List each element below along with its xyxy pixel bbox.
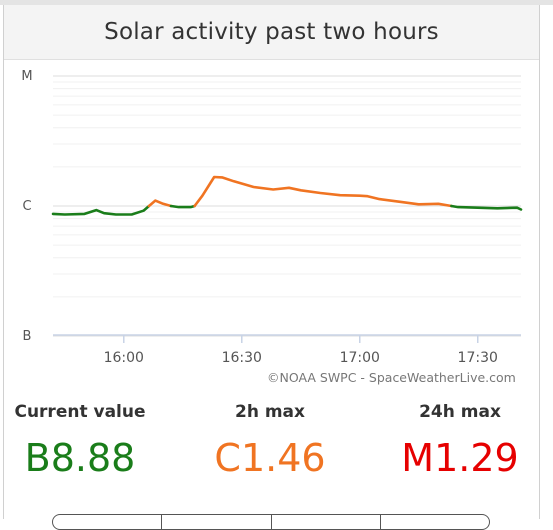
y-tick-label: B	[23, 329, 32, 344]
flux-line-segment	[51, 204, 151, 216]
chart-grid	[53, 75, 521, 337]
x-tick-label: 17:30	[458, 350, 498, 366]
panel-title: Solar activity past two hours	[104, 19, 439, 45]
y-tick-label: C	[22, 199, 31, 214]
tab-4[interactable]	[381, 515, 489, 529]
chart-credit: ©NOAA SWPC - SpaceWeatherLive.com	[267, 370, 516, 385]
flux-line-segment	[450, 204, 523, 211]
flux-line	[51, 175, 523, 216]
day-max-reading: M1.29	[401, 436, 519, 480]
x-axis: 16:00 16:30 17:00 17:30	[53, 334, 521, 366]
flux-line-segment	[193, 175, 453, 208]
y-axis-labels: M C B	[21, 69, 32, 344]
top-border	[0, 0, 553, 5]
x-tick-label: 17:00	[340, 350, 380, 366]
current-value-reading: B8.88	[24, 436, 136, 480]
two-hour-max-stat: 2h max C1.46	[200, 402, 340, 480]
current-value-stat: Current value B8.88	[10, 402, 150, 480]
tab-3[interactable]	[272, 515, 381, 529]
solar-flux-chart: M C B 16:00 16:30 17:00 17:30	[21, 69, 523, 366]
tab-1[interactable]	[53, 515, 163, 529]
flux-line-segment	[169, 204, 196, 209]
two-hour-max-reading: C1.46	[214, 436, 326, 480]
y-tick-label: M	[21, 69, 32, 84]
tab-2[interactable]	[162, 515, 272, 529]
x-tick-label: 16:30	[222, 350, 262, 366]
solar-activity-panel: Solar activity past two hours	[3, 5, 540, 519]
current-value-label: Current value	[14, 402, 146, 422]
day-max-stat: 24h max M1.29	[390, 402, 530, 480]
panel-header: Solar activity past two hours	[4, 5, 539, 60]
flux-line-segment	[147, 199, 173, 208]
two-hour-max-label: 2h max	[234, 402, 305, 422]
x-tick-label: 16:00	[104, 350, 144, 366]
bottom-tab-bar	[52, 514, 490, 530]
day-max-label: 24h max	[419, 402, 501, 422]
